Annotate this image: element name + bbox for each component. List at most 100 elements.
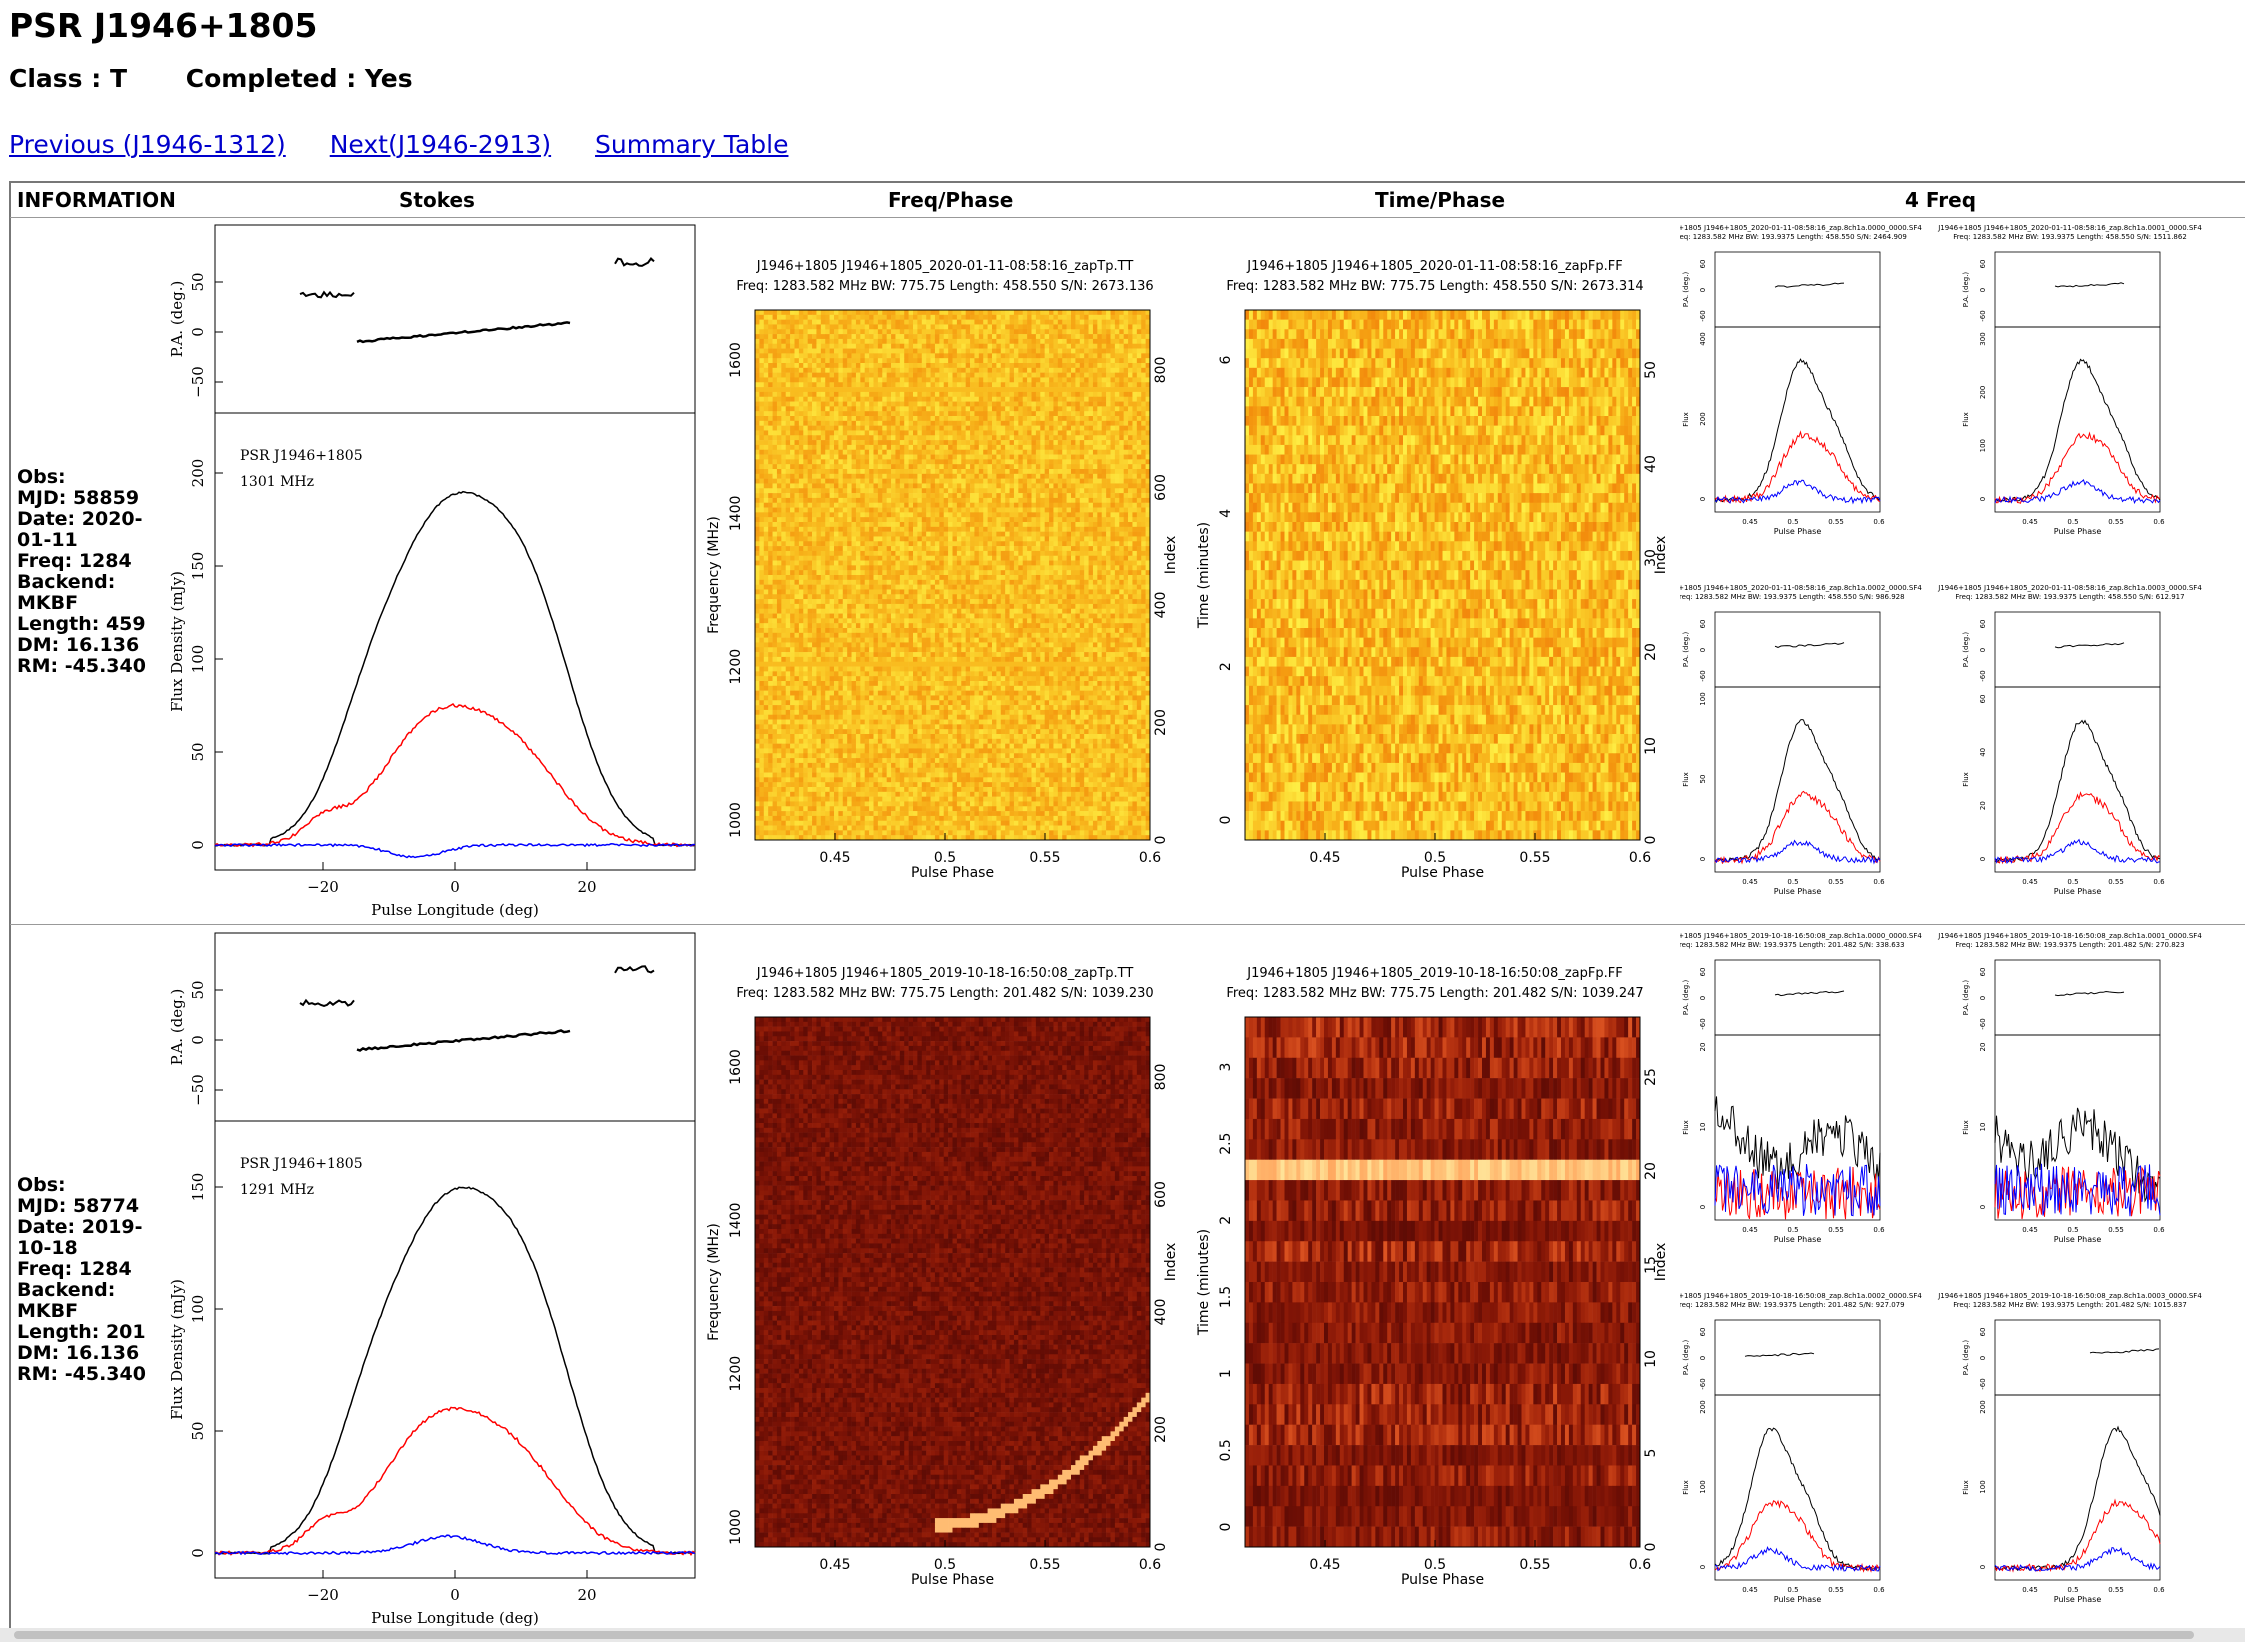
heatmap-cell	[1123, 497, 1129, 504]
heatmap-cell	[1119, 338, 1124, 345]
heatmap-cell	[1110, 464, 1116, 470]
heatmap-cell	[812, 444, 817, 451]
heatmap-cell	[1136, 440, 1142, 446]
heatmap-cell	[1057, 367, 1063, 373]
heatmap-cell	[1128, 420, 1133, 426]
heatmap-cell	[1084, 478, 1089, 484]
heatmap-cell	[913, 464, 918, 470]
heatmap-cell	[974, 396, 980, 402]
heatmap-cell	[939, 353, 945, 359]
heatmap-cell	[1106, 358, 1111, 364]
heatmap-cell	[877, 449, 883, 455]
heatmap-cell	[772, 555, 778, 561]
heatmap-cell	[877, 536, 883, 542]
heatmap-cell	[855, 449, 861, 455]
heatmap-cell	[1022, 531, 1028, 537]
heatmap-cell	[917, 387, 923, 393]
heatmap-cell	[882, 324, 887, 330]
heatmap-cell	[829, 565, 835, 571]
heatmap-cell	[860, 372, 866, 378]
heatmap-cell	[882, 541, 887, 547]
heatmap-cell	[755, 314, 760, 320]
heatmap-cell	[1035, 324, 1041, 330]
heatmap-cell	[996, 416, 1002, 422]
heatmap-cell	[1106, 473, 1111, 479]
heatmap-cell	[987, 546, 993, 552]
heatmap-cell	[860, 560, 866, 566]
heatmap-cell	[1005, 459, 1010, 465]
heatmap-cell	[895, 416, 901, 422]
heatmap-cell	[952, 565, 958, 571]
heatmap-cell	[1075, 464, 1081, 470]
heatmap-cell	[1027, 396, 1032, 402]
heatmap-cell	[759, 536, 765, 542]
heatmap-cell	[755, 324, 760, 330]
summary-table-link[interactable]: Summary Table	[595, 130, 788, 159]
heatmap-cell	[943, 372, 949, 378]
heatmap-cell	[1022, 449, 1028, 455]
heatmap-cell	[1071, 396, 1076, 402]
heatmap-cell	[807, 507, 813, 513]
heatmap-cell	[1009, 343, 1015, 349]
next-pulsar-link[interactable]: Next(J1946-2913)	[330, 130, 551, 159]
heatmap-cell	[838, 550, 844, 557]
heatmap-cell	[917, 507, 923, 513]
heatmap-cell	[1106, 444, 1111, 451]
heatmap-cell	[860, 435, 866, 441]
heatmap-cell	[978, 541, 984, 547]
heatmap-cell	[1040, 526, 1045, 532]
heatmap-cell	[763, 430, 769, 436]
heatmap-cell	[759, 314, 765, 320]
heatmap-cell	[930, 329, 936, 335]
heatmap-cell	[763, 353, 769, 359]
heatmap-cell	[1145, 382, 1151, 388]
heatmap-cell	[1071, 449, 1076, 455]
heatmap-cell	[1066, 411, 1072, 417]
heatmap-cell	[803, 416, 808, 422]
heatmap-cell	[983, 531, 988, 537]
heatmap-cell	[1075, 406, 1081, 412]
heatmap-cell	[970, 497, 975, 504]
heatmap-cell	[1027, 469, 1032, 475]
heatmap-cell	[838, 401, 844, 407]
heatmap-cell	[1119, 416, 1124, 422]
pa-swing-2	[356, 321, 571, 344]
heatmap-cell	[1132, 488, 1138, 494]
heatmap-cell	[1075, 473, 1081, 479]
heatmap-cell	[1035, 377, 1041, 383]
heatmap-cell	[1075, 343, 1081, 349]
heatmap-cell	[755, 353, 760, 359]
heatmap-cell	[1128, 454, 1133, 460]
heatmap-cell	[847, 464, 852, 470]
heatmap-cell	[790, 310, 795, 316]
heatmap-cell	[934, 377, 940, 383]
heatmap-cell	[930, 478, 936, 484]
heatmap-cell	[1005, 411, 1010, 417]
heatmap-cell	[1049, 430, 1054, 436]
heatmap-cell	[847, 391, 852, 398]
previous-pulsar-link[interactable]: Previous (J1946-1312)	[9, 130, 286, 159]
heatmap-cell	[904, 319, 909, 325]
heatmap-cell	[956, 483, 962, 489]
heatmap-cell	[987, 363, 993, 369]
heatmap-cell	[939, 372, 945, 378]
heatmap-cell	[1106, 367, 1111, 373]
heatmap-cell	[1128, 324, 1133, 330]
heatmap-cell	[763, 358, 769, 364]
heatmap-cell	[869, 536, 874, 542]
heatmap-cell	[1119, 493, 1124, 499]
heatmap-cell	[842, 454, 848, 460]
heatmap-cell	[899, 396, 905, 402]
header-time-phase: Time/Phase	[1375, 188, 1505, 212]
heatmap-cell	[930, 319, 936, 325]
heatmap-cell	[965, 483, 971, 489]
heatmap-cell	[939, 454, 945, 460]
heatmap-cell	[1123, 430, 1129, 436]
heatmap-cell	[899, 372, 905, 378]
heatmap-cell	[1110, 507, 1116, 513]
heatmap-cell	[785, 488, 791, 494]
heatmap-cell	[812, 406, 817, 412]
heatmap-cell	[1009, 560, 1015, 566]
heatmap-cell	[1057, 391, 1063, 398]
heatmap-cell	[829, 411, 835, 417]
